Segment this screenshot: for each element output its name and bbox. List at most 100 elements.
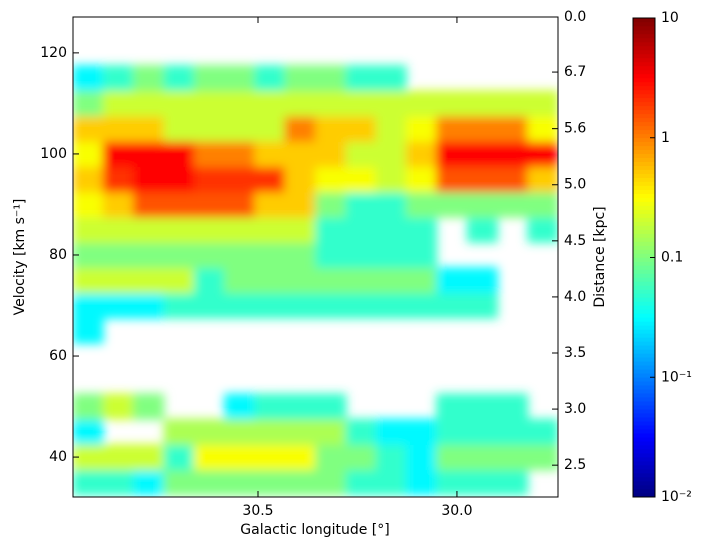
colorbar-step bbox=[633, 161, 655, 166]
heat-cell bbox=[254, 115, 286, 142]
heat-cell bbox=[436, 191, 468, 218]
colorbar-step bbox=[633, 113, 655, 119]
heat-cell bbox=[163, 140, 195, 168]
colorbar-step bbox=[633, 245, 655, 250]
heat-cell bbox=[497, 443, 529, 471]
colorbar-step bbox=[633, 193, 655, 198]
heat-cell bbox=[436, 166, 468, 193]
heat-cell bbox=[436, 115, 468, 142]
heat-cell bbox=[284, 393, 316, 420]
colorbar-step bbox=[633, 388, 655, 394]
heat-cell bbox=[224, 267, 256, 294]
heat-cell bbox=[193, 469, 226, 496]
colorbar-step bbox=[633, 81, 655, 87]
heat-cell bbox=[375, 115, 407, 142]
heat-cell bbox=[193, 216, 226, 243]
heat-cell bbox=[527, 443, 558, 471]
colorbar-step bbox=[633, 133, 655, 139]
heat-cell bbox=[132, 267, 165, 294]
heat-cell bbox=[436, 267, 468, 294]
colorbar-step bbox=[633, 392, 655, 398]
heat-cell bbox=[497, 191, 529, 218]
heat-cell bbox=[224, 90, 256, 117]
colorbar-step bbox=[633, 440, 655, 446]
heat-cell bbox=[224, 140, 256, 168]
colorbar-tick-label: 10⁻¹ bbox=[661, 369, 692, 385]
colorbar-step bbox=[633, 89, 655, 95]
heat-cell bbox=[132, 469, 165, 496]
heat-cell bbox=[73, 393, 104, 420]
heatmap-cells bbox=[73, 65, 558, 496]
colorbar-step bbox=[633, 360, 655, 366]
colorbar-step bbox=[633, 61, 655, 67]
heat-cell bbox=[132, 65, 165, 92]
heat-cell bbox=[405, 90, 438, 117]
colorbar-step bbox=[633, 448, 655, 454]
colorbar-step bbox=[633, 333, 655, 338]
heat-cell bbox=[73, 216, 104, 243]
heat-cell bbox=[375, 292, 407, 319]
colorbar-step bbox=[633, 97, 655, 103]
heat-cell bbox=[193, 418, 226, 445]
colorbar-step bbox=[633, 368, 655, 374]
colorbar-step bbox=[633, 460, 655, 466]
colorbar-step bbox=[633, 488, 655, 494]
heat-cell bbox=[73, 418, 104, 445]
heat-cell bbox=[102, 443, 134, 471]
heat-cell bbox=[315, 443, 347, 471]
heat-cell bbox=[527, 418, 558, 445]
colorbar-step bbox=[633, 273, 655, 278]
colorbar-step bbox=[633, 416, 655, 422]
colorbar-step bbox=[633, 125, 655, 131]
heat-cell bbox=[284, 140, 316, 168]
colorbar-step bbox=[633, 29, 655, 35]
heat-cell bbox=[102, 267, 134, 294]
colorbar-step bbox=[633, 197, 655, 202]
y-tick-label: 40 bbox=[49, 449, 67, 465]
heat-cell bbox=[102, 65, 134, 92]
heat-cell bbox=[102, 166, 134, 193]
heat-cell bbox=[527, 166, 558, 193]
colorbar-step bbox=[633, 404, 655, 410]
colorbar-step bbox=[633, 452, 655, 458]
y-tick-label: 60 bbox=[49, 348, 67, 364]
colorbar-step bbox=[633, 309, 655, 314]
heat-cell bbox=[315, 418, 347, 445]
heat-cell bbox=[466, 90, 499, 117]
heat-cell bbox=[527, 191, 558, 218]
y2-tick-label: 2.5 bbox=[564, 457, 586, 473]
colorbar-step bbox=[633, 213, 655, 218]
heat-cell bbox=[163, 292, 195, 319]
heat-cell bbox=[315, 241, 347, 269]
heat-cell bbox=[254, 191, 286, 218]
colorbar-step bbox=[633, 65, 655, 71]
colorbar-step bbox=[633, 73, 655, 79]
colorbar-step bbox=[633, 201, 655, 206]
heat-cell bbox=[466, 418, 499, 445]
heat-cell bbox=[73, 469, 104, 496]
colorbar-step bbox=[633, 325, 655, 330]
colorbar-step bbox=[633, 85, 655, 91]
heat-cell bbox=[345, 418, 377, 445]
heat-cell bbox=[102, 216, 134, 243]
colorbar-step bbox=[633, 233, 655, 238]
colorbar-step bbox=[633, 305, 655, 310]
heat-cell bbox=[132, 191, 165, 218]
heat-cell bbox=[163, 469, 195, 496]
heat-cell bbox=[132, 393, 165, 420]
heat-cell bbox=[436, 393, 468, 420]
heat-cell bbox=[315, 191, 347, 218]
heat-cell bbox=[254, 469, 286, 496]
colorbar-step bbox=[633, 137, 655, 143]
y-tick-label: 100 bbox=[40, 146, 67, 162]
colorbar-step bbox=[633, 464, 655, 470]
heat-cell bbox=[497, 140, 529, 168]
heat-cell bbox=[163, 443, 195, 471]
heat-cell bbox=[102, 241, 134, 269]
heat-cell bbox=[73, 267, 104, 294]
heat-cell bbox=[345, 191, 377, 218]
heat-cell bbox=[315, 65, 347, 92]
heat-cell bbox=[193, 267, 226, 294]
heat-cell bbox=[466, 191, 499, 218]
heat-cell bbox=[315, 166, 347, 193]
